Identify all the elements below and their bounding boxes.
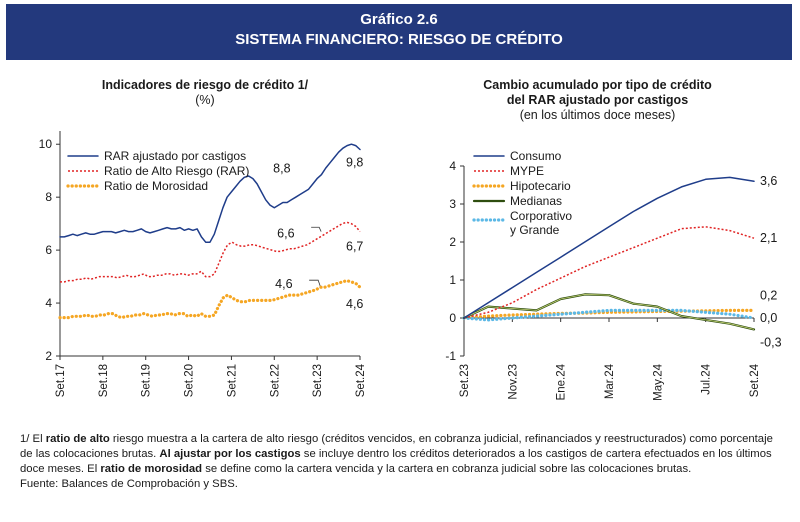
right-x-tick-label: Mar.24 xyxy=(604,363,616,399)
right-x-tick-label: May.24 xyxy=(652,363,664,400)
right-y-tick-label: -1 xyxy=(445,349,456,363)
left-x-tick-label: Set.17 xyxy=(55,364,67,397)
left-x-tick-label: Set.24 xyxy=(355,363,367,397)
right-series-2 xyxy=(462,308,756,320)
footnote: 1/ El ratio de alto riesgo muestra a la … xyxy=(20,432,785,492)
right-chart-title-line-2: del RAR ajustado por castigos xyxy=(506,93,689,107)
left-annotation: 4,6 xyxy=(346,297,363,311)
footnote-text-1: 1/ El xyxy=(20,433,46,445)
left-y-tick-label: 8 xyxy=(45,190,52,204)
left-y-tick-label: 6 xyxy=(45,243,52,257)
right-legend-label-0: Consumo xyxy=(510,149,562,163)
right-y-tick-label: 4 xyxy=(449,159,456,173)
right-annotation: 0,0 xyxy=(760,311,777,325)
left-x-tick-label: Set.23 xyxy=(312,364,324,397)
figure-title: SISTEMA FINANCIERO: RIESGO DE CRÉDITO xyxy=(235,31,563,48)
right-legend-label-2: Hipotecario xyxy=(510,179,571,193)
right-chart-subtitle: (en los últimos doce meses) xyxy=(519,108,676,122)
left-x-tick-label: Set.18 xyxy=(98,364,110,397)
right-y-tick-label: 1 xyxy=(449,273,456,287)
right-series-3-highlight xyxy=(463,293,755,330)
left-y-tick-label: 4 xyxy=(45,296,52,310)
footnote-bold-1: ratio de alto xyxy=(45,433,110,445)
footnote-text-4: se define como la cartera vencida y la c… xyxy=(202,463,692,475)
left-chart-title: Indicadores de riesgo de crédito 1/ xyxy=(101,78,309,92)
left-legend-label-0: RAR ajustado por castigos xyxy=(104,149,246,163)
right-y-tick-label: 0 xyxy=(449,311,456,325)
right-legend-label-4-line-2: y Grande xyxy=(510,223,560,237)
right-x-tick-label: Nov.23 xyxy=(507,364,519,400)
figure-banner: Gráfico 2.6 SISTEMA FINANCIERO: RIESGO D… xyxy=(6,4,792,60)
left-annotation: 6,7 xyxy=(346,240,363,254)
left-annotation: 8,8 xyxy=(273,162,290,176)
left-annotation: 4,6 xyxy=(275,277,292,291)
left-x-tick-label: Set.22 xyxy=(269,364,281,397)
right-series-4 xyxy=(462,308,756,322)
left-annotation: 9,8 xyxy=(346,156,363,170)
left-series-1 xyxy=(60,221,361,283)
right-y-tick-label: 2 xyxy=(449,235,456,249)
footnote-bold-2: Al ajustar por los castigos xyxy=(159,448,301,460)
right-legend-label-3: Medianas xyxy=(510,194,562,208)
right-chart-title-line-1: Cambio acumulado por tipo de crédito xyxy=(483,78,712,92)
right-y-tick-label: 3 xyxy=(449,197,456,211)
right-annotation: -0,3 xyxy=(760,335,782,349)
right-chart-title-block: Cambio acumulado por tipo de crédito del… xyxy=(425,78,770,123)
right-series-1 xyxy=(463,226,755,319)
left-chart-title-block: Indicadores de riesgo de crédito 1/ (%) xyxy=(40,78,370,108)
left-annotation-leader xyxy=(309,279,321,286)
right-annotation: 3,6 xyxy=(760,174,777,188)
right-legend-label-4-line-1: Corporativo xyxy=(510,209,572,223)
footnote-bold-3: ratio de morosidad xyxy=(100,463,203,475)
left-legend-label-2: Ratio de Morosidad xyxy=(104,179,208,193)
right-annotation: 2,1 xyxy=(760,231,777,245)
left-annotation-leader xyxy=(311,226,322,232)
right-x-tick-label: Jul.24 xyxy=(701,363,713,394)
right-legend-label-1: MYPE xyxy=(510,164,544,178)
left-annotation: 6,6 xyxy=(277,227,294,241)
right-series-3 xyxy=(462,293,756,331)
right-x-tick-label: Set.23 xyxy=(459,364,471,397)
left-x-tick-label: Set.20 xyxy=(184,364,196,397)
footnote-text-3: se incluye dentro los créditos deteriora… xyxy=(20,448,772,475)
right-annotation: 0,2 xyxy=(760,288,777,302)
right-series-0 xyxy=(463,176,755,319)
footnote-text-2: riesgo muestra a la cartera de alto ries… xyxy=(20,433,773,460)
left-y-tick-label: 10 xyxy=(39,137,53,151)
left-x-tick-label: Set.19 xyxy=(141,364,153,397)
footnote-source: Fuente: Balances de Comprobación y SBS. xyxy=(20,478,238,490)
right-x-tick-label: Ene.24 xyxy=(556,363,568,400)
left-chart-subtitle: (%) xyxy=(195,93,215,107)
left-series-0 xyxy=(59,143,361,243)
left-legend-label-1: Ratio de Alto Riesgo (RAR) xyxy=(104,164,249,178)
left-x-tick-label: Set.21 xyxy=(226,364,238,397)
left-series-2 xyxy=(58,279,362,320)
right-x-tick-label: Set.24 xyxy=(749,363,761,397)
left-y-tick-label: 2 xyxy=(45,349,52,363)
figure-label: Gráfico 2.6 xyxy=(360,11,438,28)
